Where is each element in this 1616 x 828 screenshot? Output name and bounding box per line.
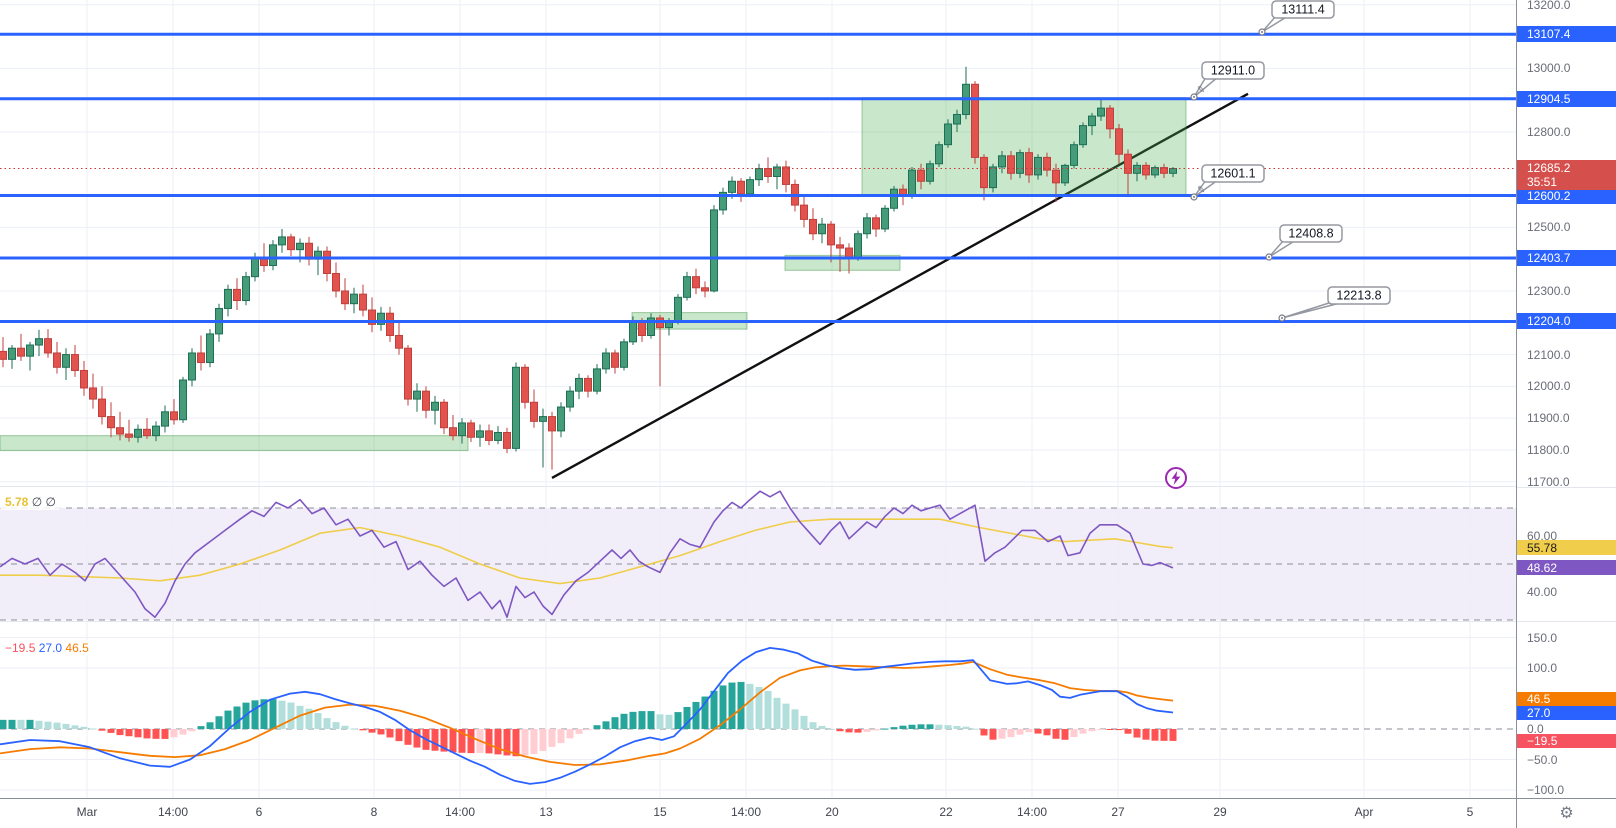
- time-label: 22: [939, 805, 953, 819]
- rsi-null-values: ∅ ∅: [31, 495, 56, 509]
- pane-separator[interactable]: [0, 486, 1516, 487]
- time-label: 8: [370, 805, 378, 819]
- price-callout[interactable]: 12601.1 ✎: [1190, 164, 1265, 201]
- price-callout[interactable]: 12213.8: [1278, 286, 1391, 322]
- macd-tick: 0.0: [1527, 722, 1544, 736]
- level-price-badge: 12403.7: [1517, 249, 1616, 266]
- level-price-badge: 12904.5: [1517, 90, 1616, 107]
- macd-line-badge: 27.0: [1517, 706, 1616, 720]
- quick-trade-button[interactable]: [1165, 467, 1187, 489]
- axis-settings-corner: ⚙: [1516, 798, 1616, 828]
- time-label: 15: [653, 805, 667, 819]
- level-price-badge: 13107.4: [1517, 26, 1616, 43]
- macd-tick: −100.0: [1527, 783, 1565, 797]
- macd-signal-badge: 46.5: [1517, 692, 1616, 706]
- macd-legend: −19.5 27.0 46.5: [0, 640, 94, 656]
- rsi-band: [0, 508, 1516, 620]
- level-price-badge: 12204.0: [1517, 313, 1616, 330]
- lightning-icon: [1171, 471, 1181, 485]
- macd-hist-badge: −19.5: [1517, 734, 1616, 748]
- price-pane[interactable]: 13111.4 12911.0 ✎ 12601.1 ✎ 12408.8 12213.8: [0, 0, 1516, 486]
- level-price-badge: 12600.2: [1517, 187, 1616, 204]
- macd-histogram: [0, 681, 1177, 757]
- macd-tick: −50.0: [1527, 752, 1558, 767]
- pencil-icon: ✎: [1197, 85, 1205, 96]
- supply-demand-zone[interactable]: [0, 435, 469, 452]
- time-label: 14:00: [730, 805, 762, 819]
- time-label: 5: [1466, 805, 1474, 819]
- macd-tick: 150.0: [1527, 630, 1558, 645]
- macd-chart[interactable]: [0, 622, 1516, 798]
- rsi-tick: 40.00: [1527, 585, 1558, 599]
- time-label: Mar: [76, 805, 98, 819]
- rsi-line: [0, 490, 1174, 618]
- price-callout[interactable]: 12911.0 ✎: [1190, 61, 1265, 101]
- rsi-legend: 5.78 ∅ ∅: [0, 494, 61, 510]
- price-tick: 13000.0: [1527, 61, 1571, 76]
- time-label: 14:00: [157, 805, 189, 819]
- svg-text:12213.8: 12213.8: [1336, 289, 1381, 303]
- grid: [0, 0, 1516, 486]
- price-tick: 11700.0: [1527, 474, 1570, 489]
- rsi-ma-badge: 55.78: [1517, 540, 1616, 556]
- price-tick: 12500.0: [1527, 220, 1571, 235]
- macd-pane[interactable]: [0, 622, 1516, 798]
- svg-text:12911.0: 12911.0: [1211, 64, 1255, 78]
- price-tick: 11800.0: [1527, 442, 1570, 457]
- macd-line: [0, 646, 1174, 785]
- price-tick: 12800.0: [1527, 124, 1571, 139]
- svg-text:12601.1: 12601.1: [1210, 167, 1255, 181]
- price-tick: 12100.0: [1527, 347, 1571, 362]
- gear-icon[interactable]: ⚙: [1559, 804, 1574, 822]
- rsi-ma-value: 5.78: [5, 495, 29, 509]
- rsi-value-badge: 48.62: [1517, 560, 1616, 576]
- time-label: Apr: [1354, 805, 1374, 819]
- macd-signal-line: [0, 661, 1174, 766]
- candlestick-chart[interactable]: 13111.4 12911.0 ✎ 12601.1 ✎ 12408.8 12213.8: [0, 0, 1516, 486]
- last-price-badge: 12685.2 35:51: [1517, 160, 1616, 191]
- rsi-chart[interactable]: [0, 487, 1516, 621]
- macd-signal-value: 46.5: [65, 641, 89, 655]
- svg-text:13111.4: 13111.4: [1281, 3, 1324, 17]
- price-tick: 12300.0: [1527, 283, 1571, 298]
- price-callout[interactable]: 13111.4: [1258, 0, 1335, 36]
- time-axis[interactable]: Mar 14:00 6 8 14:00 13 15 14:00 20 22 14:00 27 29 Apr…: [0, 798, 1516, 828]
- price-tick: 12000.0: [1527, 379, 1571, 394]
- time-label: 13: [539, 805, 553, 819]
- time-label: 14:00: [1016, 805, 1048, 819]
- pane-separator[interactable]: [0, 621, 1516, 622]
- time-label: 29: [1213, 805, 1227, 819]
- rsi-pane[interactable]: [0, 487, 1516, 621]
- macd-line-value: 27.0: [38, 641, 63, 655]
- price-tick: 11900.0: [1527, 411, 1570, 426]
- time-label: 20: [825, 805, 839, 819]
- macd-hist-value: −19.5: [5, 641, 36, 655]
- svg-text:12408.8: 12408.8: [1288, 227, 1333, 241]
- macd-tick: 100.0: [1527, 661, 1558, 675]
- price-axis[interactable]: 13200.0 13000.0 12800.0 12500.0 12300.0 12100…: [1516, 0, 1616, 828]
- time-label: 14:00: [444, 805, 476, 819]
- pencil-icon: ✎: [1197, 185, 1205, 196]
- rsi-tick: 60.00: [1527, 529, 1558, 543]
- candles: [0, 66, 1177, 470]
- price-callout[interactable]: 12408.8: [1265, 224, 1343, 261]
- time-label: 27: [1111, 805, 1125, 819]
- time-label: 6: [255, 805, 263, 819]
- price-tick: 13200.0: [1527, 0, 1571, 12]
